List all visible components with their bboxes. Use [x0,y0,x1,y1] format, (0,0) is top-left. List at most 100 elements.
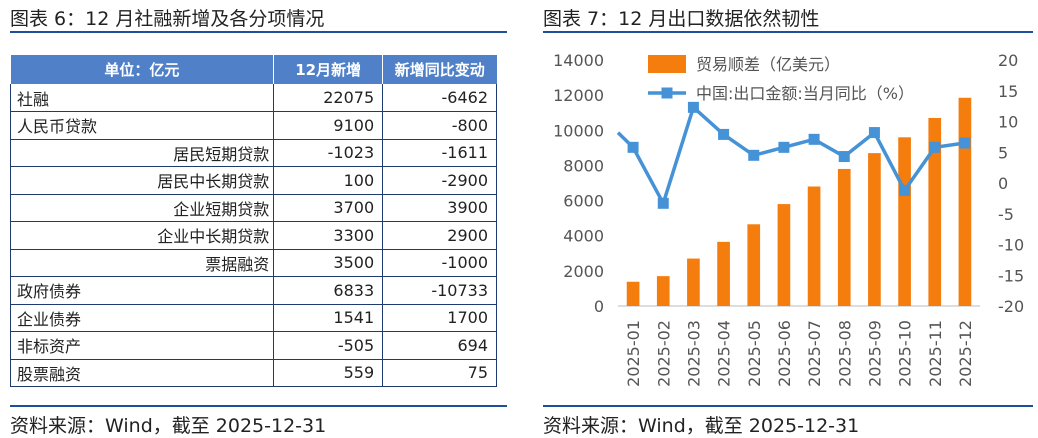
row-label: 非标资产 [9,331,275,360]
row-label: 人民币贷款 [9,111,275,140]
y-tick-label-left: 12000 [553,86,604,105]
right-source-note: 资料来源：Wind，截至 2025-12-31 [543,415,860,437]
y-tick-label-right: -15 [998,266,1024,285]
row-new-value: 9100 [273,111,384,140]
table-row: 居民短期贷款 -1023 -1611 [9,139,497,167]
left-panel-title: 图表 6：12 月社融新增及各分项情况 [10,8,325,30]
bar-trade-surplus [958,97,972,307]
point-export-yoy [959,137,971,149]
table-row: 政府债券 6833 -10733 [9,276,497,305]
bar-trade-surplus [777,204,791,306]
point-export-yoy [899,184,911,196]
row-new-value: 3500 [273,249,384,277]
table-row: 非标资产 -505 694 [9,331,497,360]
point-export-yoy [868,127,880,139]
bar-trade-surplus [807,186,821,306]
x-tick-label: 2025-07 [805,320,824,387]
table-row: 票据融资 3500 -1000 [9,249,497,277]
x-tick-label: 2025-12 [956,320,975,387]
row-yoy-change: 694 [382,331,497,360]
y-tick-label-right: -20 [998,297,1024,316]
table-row: 企业短期贷款 3700 3900 [9,194,497,222]
row-label: 企业债券 [9,304,275,332]
row-label: 居民中长期贷款 [9,166,275,195]
y-tick-label-right: 20 [998,51,1018,70]
row-new-value: -505 [273,331,384,360]
row-new-value: 22075 [273,84,384,112]
right-title-rule [543,31,1033,33]
row-yoy-change: -800 [382,111,497,140]
row-label: 政府债券 [9,276,275,305]
bar-trade-surplus [747,224,761,306]
y-tick-label-left: 0 [594,297,604,316]
bar-trade-surplus [837,168,851,306]
social-financing-table: 单位：亿元 12月新增 新增同比变动 社融 22075 -6462 人民币贷款 9100… [9,55,497,387]
point-export-yoy [687,101,699,113]
point-export-yoy [657,197,669,209]
table-row: 股票融资 559 75 [9,359,497,387]
right-panel-title: 图表 7：12 月出口数据依然韧性 [543,8,820,30]
row-new-value: 100 [273,166,384,195]
x-tick-label: 2025-08 [835,320,854,387]
left-source-note: 资料来源：Wind，截至 2025-12-31 [10,415,327,437]
row-new-value: 1541 [273,304,384,332]
y-tick-label-left: 2000 [563,262,604,281]
row-label: 企业中长期贷款 [9,221,275,250]
point-export-yoy [838,151,850,163]
x-tick-label: 2025-05 [745,320,764,387]
x-tick-label: 2025-09 [865,320,884,387]
row-label: 居民短期贷款 [9,139,275,167]
table-row: 企业中长期贷款 3300 2900 [9,221,497,250]
table-row: 人民币贷款 9100 -800 [9,111,497,140]
point-export-yoy [808,133,820,145]
bar-trade-surplus [898,137,911,306]
point-export-yoy [718,128,730,140]
left-title-rule [10,31,507,33]
legend-label-trade-surplus: 贸易顺差（亿美元） [696,55,840,74]
y-tick-label-right: 0 [998,174,1008,193]
point-export-yoy [748,149,760,161]
legend-swatch-marker [661,87,673,99]
y-tick-label-right: -5 [998,205,1014,224]
row-label: 股票融资 [9,359,275,387]
row-new-value: 3300 [273,221,384,250]
row-yoy-change: 2900 [382,221,497,250]
bar-trade-surplus [656,276,670,306]
right-source-rule [543,405,1033,407]
row-label: 票据融资 [9,249,275,277]
row-new-value: 6833 [273,276,384,305]
bar-trade-surplus [687,258,700,306]
y-tick-label-left: 6000 [563,192,604,211]
row-new-value: -1023 [273,139,384,167]
row-yoy-change: -2900 [382,166,497,195]
x-tick-label: 2025-04 [715,320,734,387]
table-header-yoy: 新增同比变动 [382,55,497,84]
bar-trade-surplus [928,117,942,306]
row-yoy-change: -1000 [382,249,497,277]
table-row: 企业债券 1541 1700 [9,304,497,332]
x-tick-label: 2025-03 [684,320,703,387]
y-tick-label-left: 4000 [563,227,604,246]
point-export-yoy [627,141,639,153]
x-tick-label: 2025-06 [775,320,794,387]
bar-trade-surplus [868,153,881,306]
table-header-row: 单位：亿元 12月新增 新增同比变动 [10,55,497,84]
point-export-yoy [778,141,790,153]
legend-swatch-trade-surplus [648,55,686,73]
table-row: 居民中长期贷款 100 -2900 [9,166,497,195]
x-tick-label: 2025-01 [624,320,643,387]
row-yoy-change: -1611 [382,139,497,167]
row-new-value: 559 [273,359,384,387]
y-tick-label-right: 10 [998,113,1018,132]
bar-trade-surplus [717,241,730,306]
y-tick-label-left: 8000 [563,156,604,175]
x-tick-label: 2025-10 [896,320,915,387]
x-tick-label: 2025-11 [926,320,945,387]
y-tick-label-right: -10 [998,236,1024,255]
row-new-value: 3700 [273,194,384,222]
line-export-yoy [616,105,966,206]
y-tick-label-left: 10000 [553,121,604,140]
y-tick-label-right: 15 [998,82,1018,101]
y-tick-label-right: 5 [998,143,1008,162]
row-yoy-change: -6462 [382,84,497,112]
